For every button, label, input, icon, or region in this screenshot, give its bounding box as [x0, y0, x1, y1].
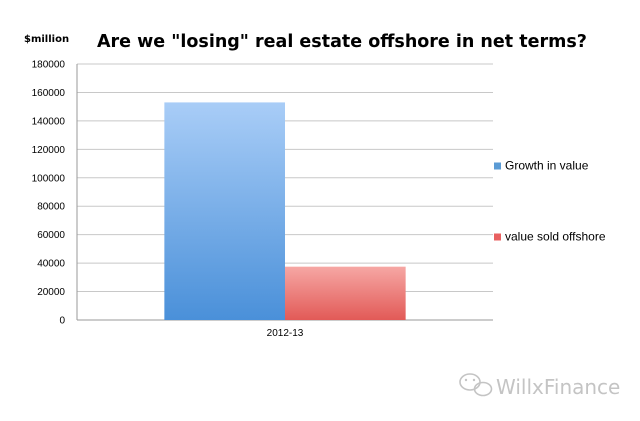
y-tick-label: 40000 — [37, 259, 65, 270]
y-tick-label: 80000 — [37, 202, 65, 213]
y-tick-label: 20000 — [37, 287, 65, 298]
y-tick-label: 100000 — [32, 173, 66, 184]
bar-growth-in-value — [164, 102, 285, 321]
legend: Growth in value value sold offshore — [494, 159, 606, 244]
watermark-text: WillxFinance — [496, 375, 620, 399]
legend-label: value sold offshore — [505, 230, 606, 244]
chart-title: Are we "losing" real estate offshore in … — [97, 32, 587, 52]
y-tick-label: 160000 — [32, 88, 66, 99]
y-tick-label: 180000 — [32, 60, 66, 71]
bar-value-sold-offshore — [285, 266, 406, 320]
y-tick-label: 120000 — [32, 145, 66, 156]
y-tick-label: 140000 — [32, 116, 66, 127]
wechat-logo-icon — [459, 373, 493, 397]
legend-swatch — [494, 162, 501, 170]
y-axis-label: $million — [24, 34, 69, 45]
y-tick-label: 60000 — [37, 230, 65, 241]
watermark: WillxFinance — [459, 373, 620, 399]
x-tick-labels: 2012-13 — [267, 328, 304, 339]
y-tick-labels: 0 20000 40000 60000 80000 100000 120000 140000 1… — [32, 60, 66, 327]
legend-label: Growth in value — [505, 159, 589, 173]
legend-swatch — [494, 233, 501, 241]
x-tick-label: 2012-13 — [267, 328, 304, 339]
bars — [164, 102, 406, 321]
y-tick-label: 0 — [59, 316, 65, 327]
